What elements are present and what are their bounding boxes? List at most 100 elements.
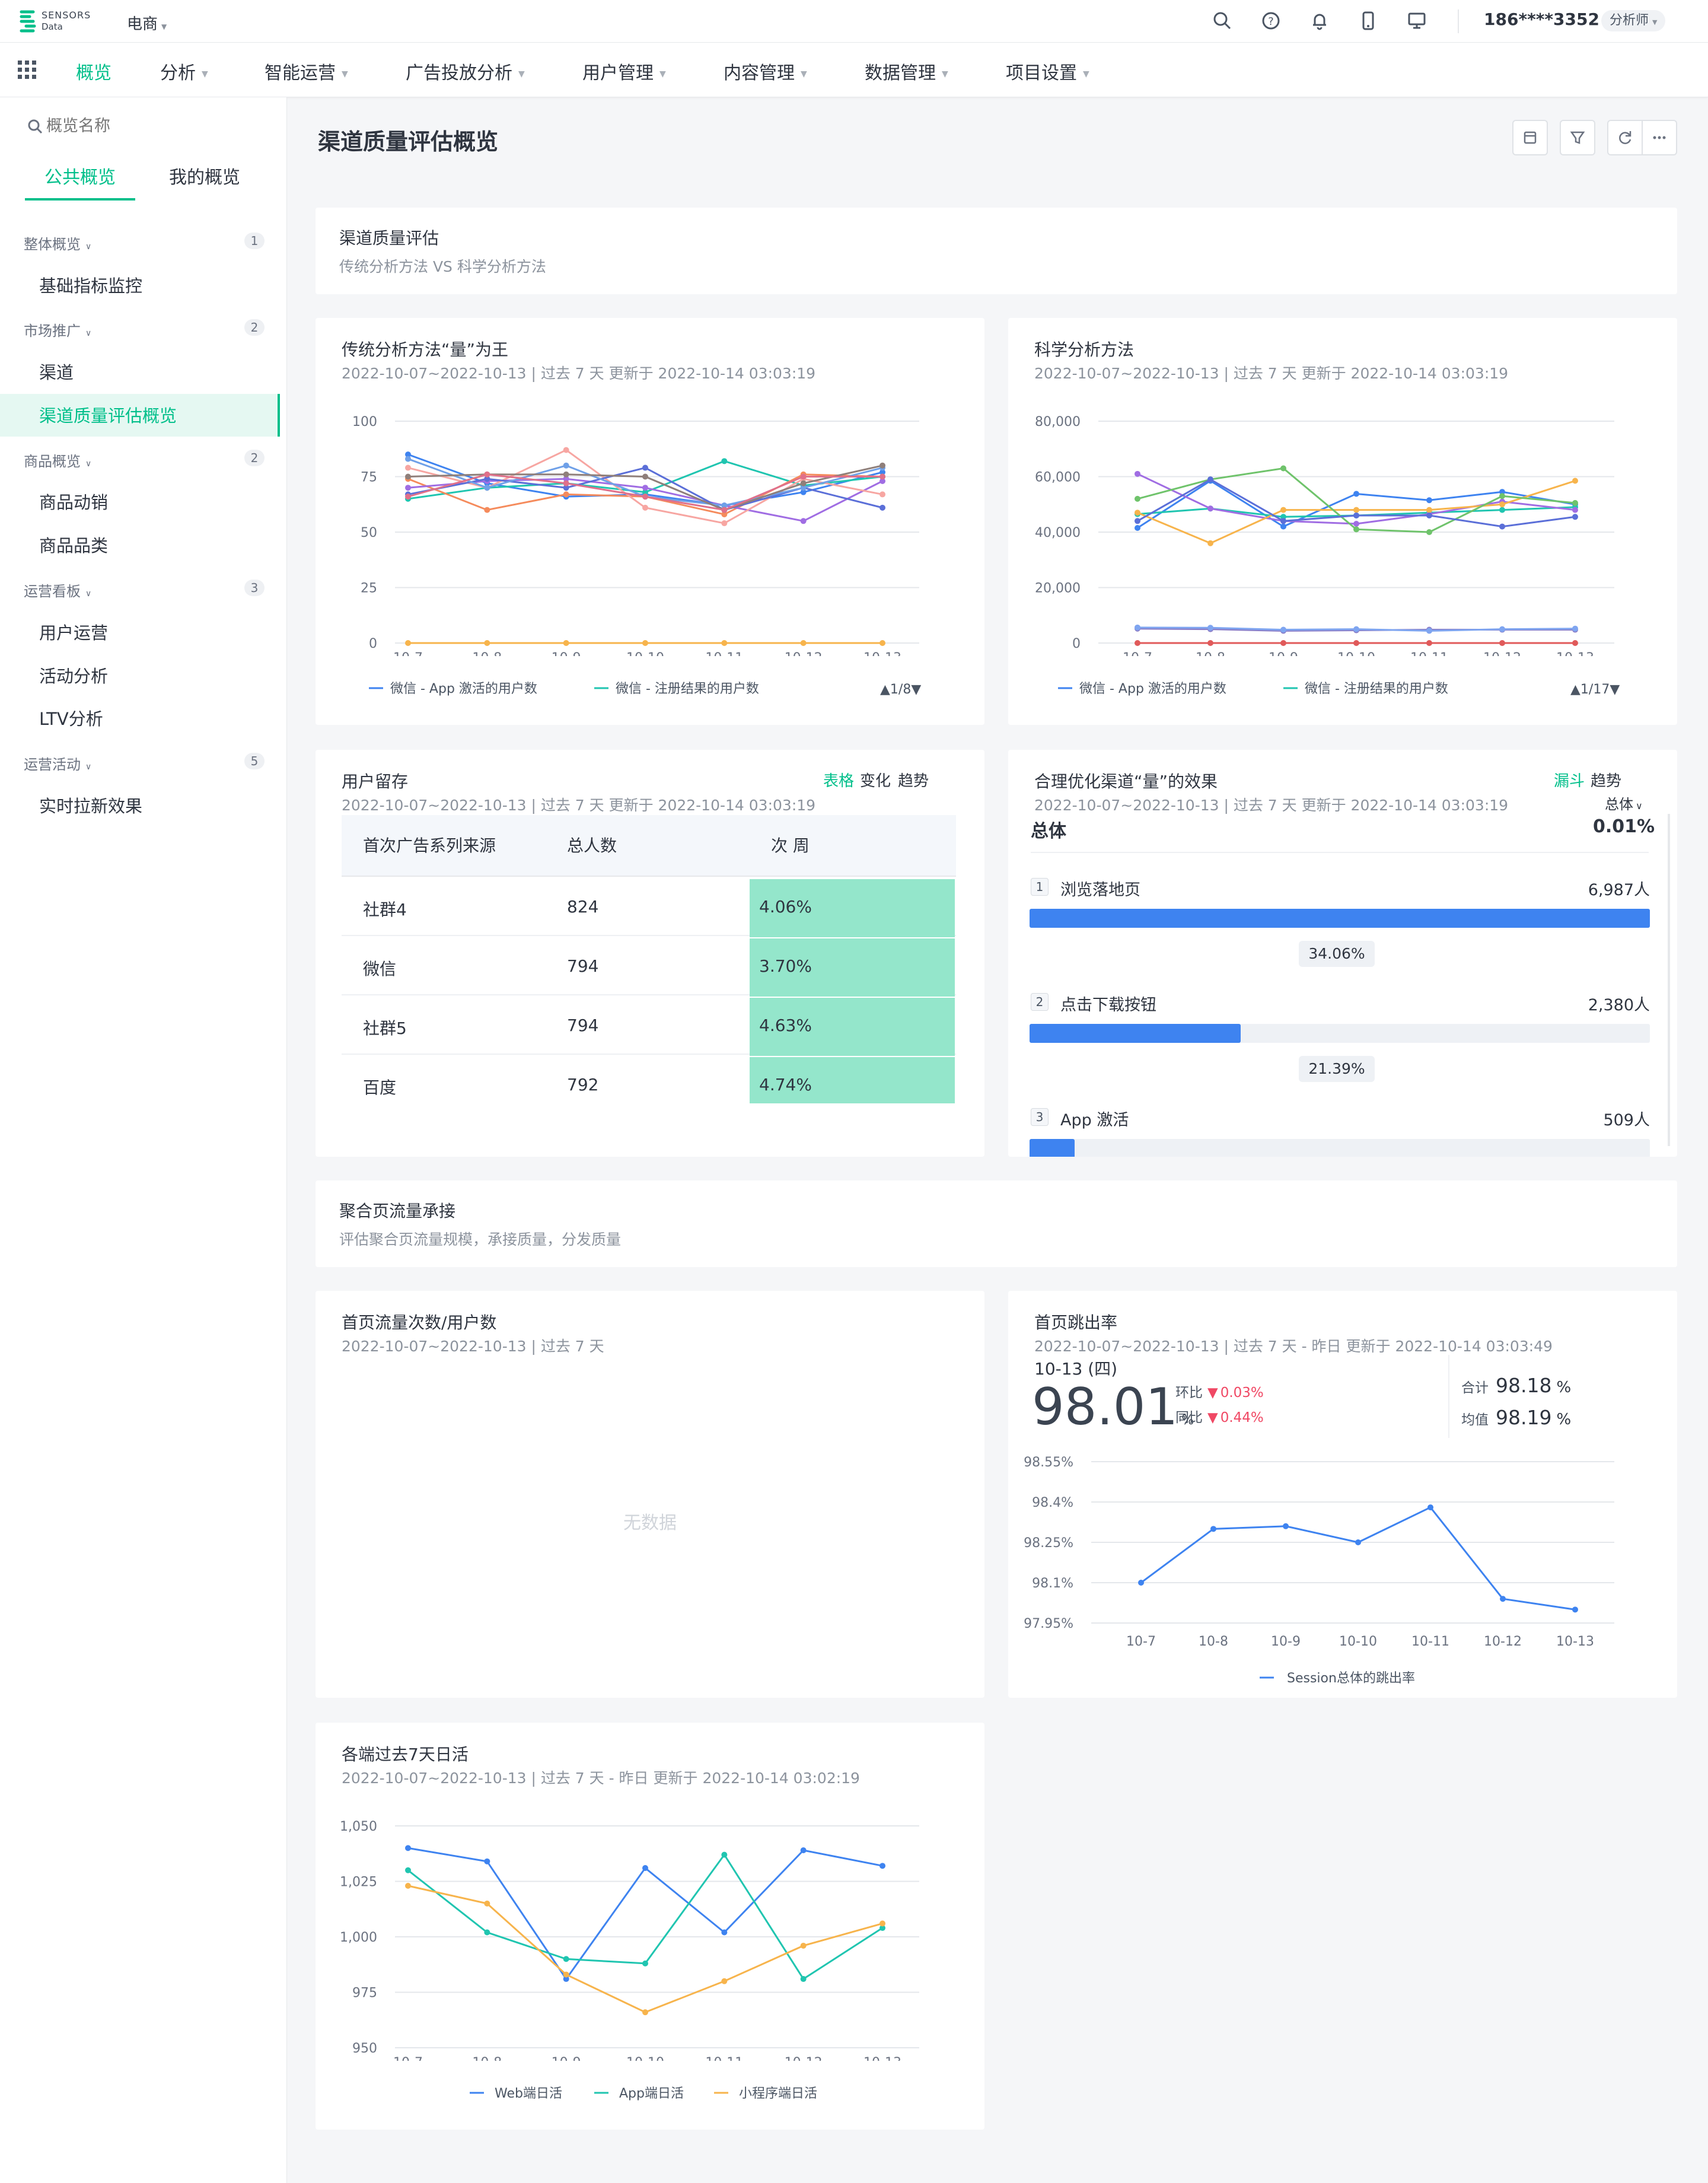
data-point[interactable] (800, 485, 807, 491)
table-row[interactable] (342, 877, 956, 936)
data-point[interactable] (1355, 1539, 1361, 1545)
view-tab-change[interactable]: 变化 (860, 772, 891, 790)
data-point[interactable] (880, 462, 885, 469)
data-point[interactable] (1135, 518, 1140, 524)
data-point[interactable] (484, 476, 490, 482)
refresh-button[interactable] (1607, 120, 1643, 155)
data-point[interactable] (642, 1960, 648, 1966)
sidebar-item-product-sales[interactable]: 商品动销 (39, 492, 109, 513)
data-point[interactable] (1572, 1606, 1578, 1613)
data-point[interactable] (484, 507, 490, 513)
data-point[interactable] (1572, 640, 1578, 646)
data-point[interactable] (880, 504, 885, 511)
view-tab-trend[interactable]: 趋势 (1591, 772, 1622, 790)
data-point[interactable] (880, 1925, 885, 1931)
data-point[interactable] (563, 1956, 569, 1962)
data-point[interactable] (563, 1976, 569, 1982)
tab-my-overview[interactable]: 我的概览 (169, 167, 240, 188)
data-point[interactable] (1283, 1523, 1289, 1529)
data-point[interactable] (484, 471, 490, 478)
data-point[interactable] (405, 1845, 411, 1851)
data-point[interactable] (563, 491, 569, 498)
search-icon[interactable] (1212, 11, 1232, 31)
data-point[interactable] (800, 518, 807, 524)
data-point[interactable] (1499, 489, 1505, 495)
logo[interactable]: SENSORS Data (18, 8, 95, 34)
data-point[interactable] (484, 1858, 490, 1864)
data-point[interactable] (405, 494, 411, 500)
apps-grid-icon[interactable] (18, 61, 37, 79)
data-point[interactable] (484, 485, 490, 491)
data-point[interactable] (1207, 540, 1213, 546)
user-role-badge[interactable]: 分析师 ▼ (1601, 10, 1666, 31)
data-point[interactable] (1572, 478, 1578, 484)
data-point[interactable] (721, 507, 728, 513)
data-point[interactable] (405, 473, 411, 480)
nav-user-mgmt[interactable]: 用户管理 ▼ (582, 58, 666, 84)
data-point[interactable] (721, 458, 728, 464)
data-point[interactable] (880, 473, 885, 480)
data-point[interactable] (563, 471, 569, 478)
data-point[interactable] (1500, 1596, 1506, 1602)
data-point[interactable] (405, 451, 411, 458)
data-point[interactable] (642, 504, 648, 511)
sidebar-item-channel-quality[interactable]: 渠道质量评估概览 (39, 406, 177, 426)
data-point[interactable] (1280, 507, 1286, 513)
data-point[interactable] (1426, 512, 1432, 518)
data-point[interactable] (1135, 510, 1140, 516)
data-point[interactable] (1280, 514, 1286, 520)
data-point[interactable] (405, 485, 411, 491)
save-view-button[interactable] (1512, 120, 1548, 155)
funnel-bar[interactable] (1030, 909, 1650, 928)
data-point[interactable] (1353, 626, 1359, 632)
data-point[interactable] (721, 640, 728, 646)
mobile-icon[interactable] (1358, 11, 1378, 31)
sidebar-group-overall[interactable]: 整体概览 ∨ (24, 233, 91, 253)
data-point[interactable] (1572, 499, 1578, 506)
data-point[interactable] (405, 1882, 411, 1889)
data-point[interactable] (800, 1976, 807, 1982)
data-point[interactable] (1353, 507, 1359, 513)
retention-cell[interactable] (750, 1057, 955, 1103)
data-point[interactable] (1207, 505, 1213, 512)
nav-analysis[interactable]: 分析 ▼ (160, 58, 208, 84)
data-point[interactable] (1353, 520, 1359, 527)
tab-public-overview[interactable]: 公共概览 (44, 167, 116, 188)
sidebar-item-realtime-acquisition[interactable]: 实时拉新效果 (39, 796, 143, 816)
data-point[interactable] (800, 1847, 807, 1854)
retention-cell[interactable] (750, 879, 955, 937)
data-point[interactable] (1426, 640, 1432, 646)
data-point[interactable] (880, 1920, 885, 1927)
data-point[interactable] (721, 511, 728, 518)
retention-cell[interactable] (750, 998, 955, 1056)
data-point[interactable] (721, 1851, 728, 1858)
table-row[interactable] (342, 936, 956, 995)
data-point[interactable] (1426, 628, 1432, 634)
data-point[interactable] (1572, 625, 1578, 632)
data-point[interactable] (642, 494, 648, 500)
data-point[interactable] (721, 1929, 728, 1936)
data-point[interactable] (1499, 626, 1505, 632)
data-point[interactable] (1280, 465, 1286, 472)
data-point[interactable] (1207, 625, 1213, 631)
data-point[interactable] (642, 473, 648, 480)
data-point[interactable] (1138, 1580, 1144, 1586)
nav-smart-ops[interactable]: 智能运营 ▼ (265, 58, 348, 84)
sidebar-group-products[interactable]: 商品概览 ∨ (24, 450, 91, 470)
sidebar-item-basic-metrics[interactable]: 基础指标监控 (39, 276, 143, 296)
data-point[interactable] (1572, 514, 1578, 520)
user-phone[interactable]: 186****3352 (1484, 9, 1599, 29)
nav-content-mgmt[interactable]: 内容管理 ▼ (724, 58, 807, 84)
bell-icon[interactable] (1309, 11, 1330, 31)
sidebar-group-ops-activities[interactable]: 运营活动 ∨ (24, 753, 91, 774)
data-point[interactable] (1135, 495, 1140, 502)
data-point[interactable] (1499, 523, 1505, 530)
sidebar-group-marketing[interactable]: 市场推广 ∨ (24, 319, 91, 340)
data-point[interactable] (880, 469, 885, 476)
data-point[interactable] (563, 462, 569, 469)
data-point[interactable] (1426, 497, 1432, 504)
column-header[interactable]: 总人数 (567, 836, 617, 855)
data-point[interactable] (1499, 640, 1505, 646)
data-point[interactable] (800, 1942, 807, 1949)
data-point[interactable] (563, 640, 569, 646)
